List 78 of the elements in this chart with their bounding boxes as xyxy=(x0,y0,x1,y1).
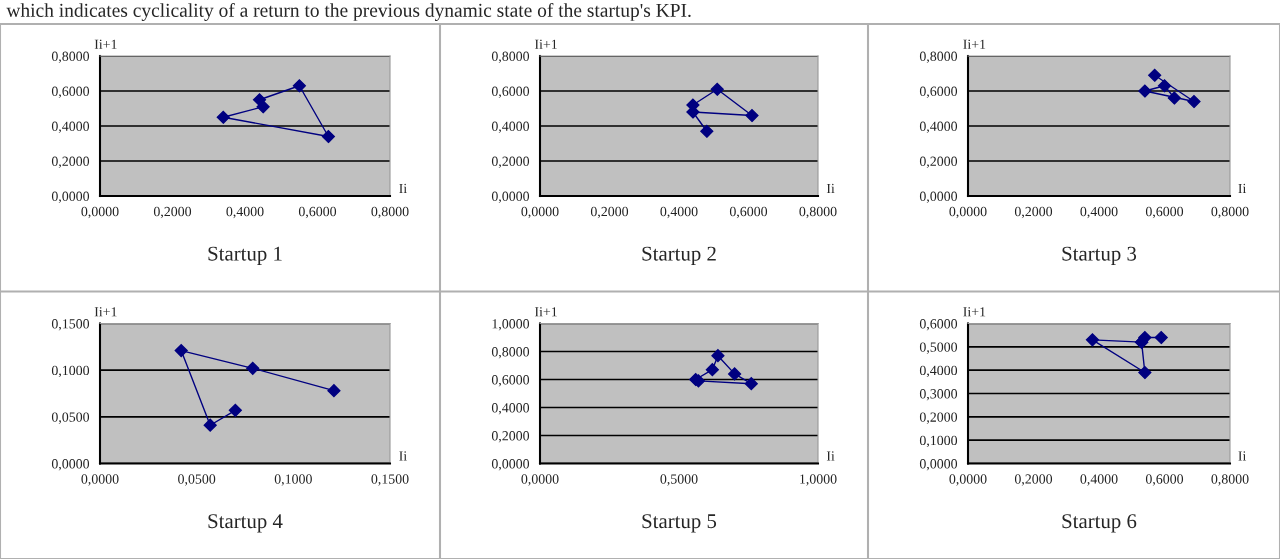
x-axis-title: Ii xyxy=(399,451,407,461)
x-axis-title: Ii xyxy=(1238,451,1247,461)
x-tick-label: 0,0000 xyxy=(949,206,987,219)
x-tick-label: 0,6000 xyxy=(1145,206,1184,219)
y-tick-label: 0,4000 xyxy=(51,121,90,133)
y-tick-label: 0,6000 xyxy=(51,86,90,98)
text: which indicates cyclicality of a return to the previous dynamic state of the startup's KPI. xyxy=(6,3,691,21)
x-tick-label: 0,2000 xyxy=(153,206,192,219)
y-tick-label: 0,4000 xyxy=(491,403,530,415)
y-tick-label: 0,6000 xyxy=(491,86,530,98)
x-tick-label: 0,8000 xyxy=(1211,206,1249,219)
text: Startup 5 xyxy=(642,514,717,533)
y-tick-label: 0,1000 xyxy=(51,365,90,378)
y-tick-label: 0,2000 xyxy=(491,431,530,443)
x-tick-label: 0,6000 xyxy=(298,206,337,219)
y-tick-label: 0,0000 xyxy=(491,191,530,203)
x-tick-label: 0,5000 xyxy=(660,474,698,486)
y-axis-title: Ii+1 xyxy=(534,307,557,317)
x-tick-label: 0,0000 xyxy=(521,474,559,486)
y-tick-label: 0,0500 xyxy=(51,412,90,424)
x-tick-label: 0,4000 xyxy=(226,206,264,219)
text: Startup 2 xyxy=(642,246,716,265)
y-tick-label: 0,4000 xyxy=(491,121,530,133)
y-axis-title: Ii+1 xyxy=(534,39,557,49)
x-tick-label: 0,1000 xyxy=(274,474,312,486)
y-tick-label: 0,6000 xyxy=(919,319,958,331)
x-tick-label: 0,4000 xyxy=(660,206,698,219)
x-tick-label: 0,0500 xyxy=(178,474,216,486)
x-tick-label: 1,0000 xyxy=(800,474,837,486)
y-tick-label: 1,0000 xyxy=(492,319,530,331)
y-tick-label: 0,8000 xyxy=(491,347,530,359)
x-tick-label: 0,8000 xyxy=(799,206,837,219)
y-tick-label: 0,1000 xyxy=(919,435,958,448)
text: Startup 4 xyxy=(208,514,283,533)
y-tick-label: 0,8000 xyxy=(491,51,530,63)
y-axis-title: Ii+1 xyxy=(94,307,117,317)
x-axis-title: Ii xyxy=(1238,183,1247,194)
y-tick-label: 0,1500 xyxy=(51,319,90,331)
y-tick-label: 0,2000 xyxy=(51,156,90,168)
x-axis-title: Ii xyxy=(826,451,835,461)
y-tick-label: 0,2000 xyxy=(919,412,958,424)
y-axis-title: Ii+1 xyxy=(963,307,986,317)
x-tick-label: 0,0000 xyxy=(81,206,119,219)
x-tick-label: 0,6000 xyxy=(1145,474,1184,486)
y-tick-label: 0,8000 xyxy=(51,51,90,63)
text: Startup 3 xyxy=(1062,246,1137,265)
y-tick-label: 0,0000 xyxy=(491,459,530,471)
y-tick-label: 0,8000 xyxy=(919,51,958,63)
x-axis-title: Ii xyxy=(826,183,835,194)
x-tick-label: 0,4000 xyxy=(1080,474,1118,486)
y-tick-label: 0,0000 xyxy=(919,459,958,471)
y-tick-label: 0,2000 xyxy=(919,156,958,168)
y-tick-label: 0,6000 xyxy=(919,86,958,98)
y-tick-label: 0,0000 xyxy=(51,459,90,471)
text: Startup 6 xyxy=(1062,514,1137,533)
x-tick-label: 0,6000 xyxy=(729,206,768,219)
x-tick-label: 0,8000 xyxy=(1211,474,1249,486)
text: Startup 1 xyxy=(208,246,282,265)
y-tick-label: 0,2000 xyxy=(491,156,530,168)
x-tick-label: 0,0000 xyxy=(81,474,119,486)
x-tick-label: 0,2000 xyxy=(1014,474,1053,486)
y-tick-label: 0,0000 xyxy=(919,191,958,203)
x-tick-label: 0,8000 xyxy=(371,206,409,219)
x-tick-label: 0,2000 xyxy=(590,206,629,219)
x-tick-label: 0,4000 xyxy=(1080,206,1118,219)
y-tick-label: 0,0000 xyxy=(51,191,90,203)
y-tick-label: 0,4000 xyxy=(919,121,958,133)
x-axis-title: Ii xyxy=(399,183,407,194)
x-tick-label: 0,2000 xyxy=(1014,206,1053,219)
y-tick-label: 0,5000 xyxy=(919,342,958,354)
y-axis-title: Ii+1 xyxy=(94,39,117,49)
x-tick-label: 0,0000 xyxy=(949,474,987,486)
y-axis-title: Ii+1 xyxy=(963,39,986,49)
y-tick-label: 0,6000 xyxy=(491,375,530,387)
y-tick-label: 0,3000 xyxy=(919,389,958,401)
x-tick-label: 0,1500 xyxy=(371,474,409,486)
x-tick-label: 0,0000 xyxy=(521,206,559,219)
y-tick-label: 0,4000 xyxy=(919,365,958,378)
